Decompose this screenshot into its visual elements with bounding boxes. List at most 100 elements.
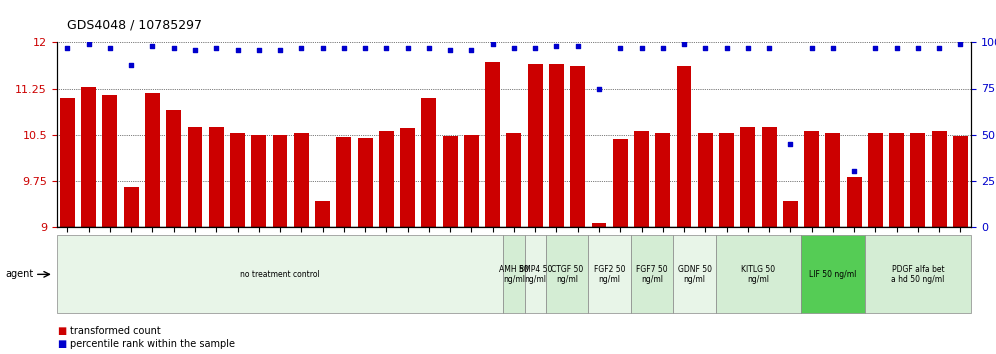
Point: [527, 45, 543, 51]
Point: [952, 41, 968, 47]
Point: [506, 45, 522, 51]
Point: [761, 45, 777, 51]
Bar: [865, 235, 971, 313]
Bar: [503, 235, 525, 313]
Bar: [762, 127, 777, 227]
Point: [654, 45, 670, 51]
Bar: [315, 201, 330, 227]
Bar: [716, 235, 801, 313]
Point: [783, 141, 799, 147]
Bar: [847, 177, 862, 227]
Text: FGF2 50
ng/ml: FGF2 50 ng/ml: [594, 265, 625, 284]
Point: [102, 45, 118, 51]
Point: [421, 45, 437, 51]
Point: [378, 45, 394, 51]
Bar: [589, 235, 630, 313]
Point: [442, 47, 458, 53]
Bar: [166, 110, 181, 227]
Bar: [630, 235, 673, 313]
Bar: [485, 62, 500, 227]
Text: LIF 50 ng/ml: LIF 50 ng/ml: [809, 270, 857, 279]
Bar: [953, 136, 968, 227]
Text: PDGF alfa bet
a hd 50 ng/ml: PDGF alfa bet a hd 50 ng/ml: [891, 265, 944, 284]
Point: [187, 47, 203, 53]
Text: AMH 50
ng/ml: AMH 50 ng/ml: [499, 265, 529, 284]
Bar: [673, 235, 716, 313]
Point: [463, 47, 479, 53]
Bar: [801, 235, 865, 313]
Bar: [634, 131, 649, 227]
Text: GDNF 50
ng/ml: GDNF 50 ng/ml: [677, 265, 712, 284]
Bar: [400, 129, 415, 227]
Bar: [910, 133, 925, 227]
Text: ■: ■: [57, 326, 66, 336]
Point: [272, 47, 288, 53]
Bar: [103, 95, 118, 227]
Bar: [549, 64, 564, 227]
Text: KITLG 50
ng/ml: KITLG 50 ng/ml: [741, 265, 776, 284]
Point: [697, 45, 713, 51]
Point: [399, 45, 415, 51]
Text: FGF7 50
ng/ml: FGF7 50 ng/ml: [636, 265, 668, 284]
Bar: [82, 87, 96, 227]
Text: BMP4 50
ng/ml: BMP4 50 ng/ml: [519, 265, 552, 284]
Bar: [421, 98, 436, 227]
Point: [613, 45, 628, 51]
Point: [847, 169, 863, 174]
Point: [910, 45, 926, 51]
Bar: [804, 131, 819, 227]
Point: [144, 43, 160, 49]
Bar: [571, 66, 586, 227]
Text: percentile rank within the sample: percentile rank within the sample: [70, 339, 235, 349]
Bar: [251, 135, 266, 227]
Bar: [783, 201, 798, 227]
Bar: [719, 133, 734, 227]
Point: [931, 45, 947, 51]
Bar: [592, 223, 607, 227]
Text: ■: ■: [57, 339, 66, 349]
Bar: [525, 235, 546, 313]
Bar: [57, 235, 503, 313]
Bar: [209, 127, 224, 227]
Text: CTGF 50
ng/ml: CTGF 50 ng/ml: [551, 265, 584, 284]
Point: [336, 45, 352, 51]
Bar: [294, 133, 309, 227]
Point: [485, 41, 501, 47]
Point: [676, 41, 692, 47]
Bar: [442, 136, 457, 227]
Bar: [868, 133, 882, 227]
Bar: [378, 131, 393, 227]
Bar: [613, 139, 627, 227]
Bar: [187, 127, 202, 227]
Bar: [145, 93, 160, 227]
Text: agent: agent: [5, 269, 33, 279]
Bar: [676, 66, 691, 227]
Bar: [655, 133, 670, 227]
Point: [294, 45, 310, 51]
Bar: [826, 133, 841, 227]
Point: [888, 45, 904, 51]
Text: no treatment control: no treatment control: [240, 270, 320, 279]
Bar: [698, 133, 713, 227]
Bar: [60, 98, 75, 227]
Bar: [528, 64, 543, 227]
Bar: [932, 131, 946, 227]
Point: [315, 45, 331, 51]
Point: [825, 45, 841, 51]
Point: [740, 45, 756, 51]
Point: [570, 43, 586, 49]
Point: [633, 45, 649, 51]
Text: GDS4048 / 10785297: GDS4048 / 10785297: [67, 19, 202, 32]
Bar: [546, 235, 589, 313]
Point: [718, 45, 734, 51]
Point: [229, 47, 245, 53]
Bar: [337, 137, 352, 227]
Point: [81, 41, 97, 47]
Point: [124, 62, 139, 67]
Point: [208, 45, 224, 51]
Point: [549, 43, 565, 49]
Point: [868, 45, 883, 51]
Bar: [273, 135, 288, 227]
Point: [804, 45, 820, 51]
Bar: [358, 138, 373, 227]
